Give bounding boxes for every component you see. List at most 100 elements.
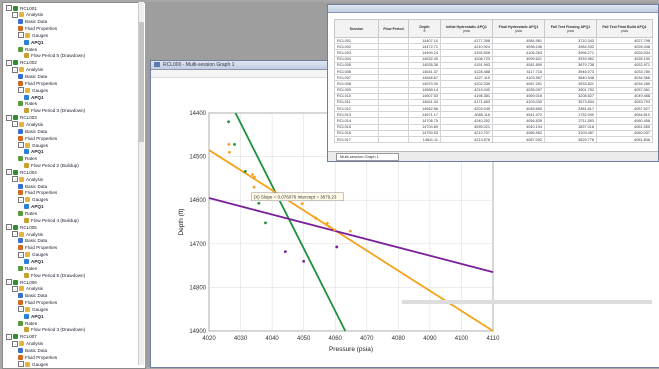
session-table[interactable]: Session Flow Period Depth ft Initial Hydrost… <box>334 19 653 144</box>
tree-item-folder[interactable]: - Analysis <box>12 66 43 73</box>
expander-icon[interactable]: - <box>12 231 18 238</box>
tree-item-data[interactable]: Basic Data <box>18 348 47 354</box>
column-header[interactable]: Final Hydrostatic APQ1 psia <box>492 19 545 38</box>
expander-icon[interactable]: - <box>18 32 24 39</box>
tree-item-folder[interactable]: - Analysis <box>12 285 43 292</box>
tree-item-folder[interactable]: - Analysis <box>12 121 43 128</box>
tree-item-gauge[interactable]: APQ1 <box>24 39 44 45</box>
tree-item-rates[interactable]: Rates <box>18 101 37 107</box>
tree-item-folder[interactable]: - Analysis <box>12 340 43 347</box>
table-cell[interactable]: RCL017 <box>334 135 379 144</box>
expander-icon[interactable]: - <box>12 121 18 128</box>
tree-item-well[interactable]: - RCL005 <box>6 224 37 231</box>
tree-item-gauge[interactable]: APQ1 <box>24 149 44 155</box>
expander-icon[interactable]: - <box>12 11 18 18</box>
table-window[interactable]: Session Flow Period Depth ft Initial Hydrost… <box>327 4 659 304</box>
column-header[interactable]: Depth ft <box>408 19 441 38</box>
tree-item-flow[interactable]: Flow Period 4 (Buildup) <box>24 217 79 223</box>
tree-item-rates[interactable]: Rates <box>18 46 37 52</box>
tree-item-data[interactable]: Basic Data <box>18 183 47 189</box>
folder-icon <box>19 121 24 127</box>
tree-item-well[interactable]: - RCL006 <box>6 279 37 285</box>
table-cell[interactable] <box>378 135 409 144</box>
expander-icon[interactable]: - <box>18 142 24 148</box>
tree-item-folder[interactable]: - Analysis <box>12 11 43 18</box>
tree-item-fluid[interactable]: Fluid Properties <box>18 135 57 141</box>
expander-icon[interactable]: - <box>6 59 12 66</box>
tree-item-rates[interactable]: Rates <box>18 211 37 217</box>
tree-scrollbar[interactable] <box>138 2 144 365</box>
expander-icon[interactable]: - <box>6 114 12 121</box>
tree-item-fluid[interactable]: Fluid Properties <box>18 300 57 306</box>
tree-item-flow[interactable]: Flow Period 3 (Drawdown) <box>24 327 85 333</box>
session-tree[interactable]: - RCL001- Analysis Basic Data Fluid Properti… <box>2 2 146 369</box>
column-header[interactable]: Initial Hydrostatic APQ1 psia <box>440 19 493 38</box>
tree-item-rates[interactable]: Rates <box>18 265 37 271</box>
column-header[interactable]: Fall Test Final Build APQ1 psia <box>596 19 653 38</box>
table-cell[interactable]: 4213.876 <box>440 135 493 144</box>
tree-item-folder[interactable]: - Analysis <box>12 231 43 238</box>
tree-item-fluid[interactable]: Fluid Properties <box>18 245 57 251</box>
expander-icon[interactable]: - <box>18 87 24 94</box>
expander-icon[interactable]: - <box>12 176 18 183</box>
expander-icon[interactable]: - <box>6 279 12 285</box>
table-hscrollbar[interactable] <box>402 300 652 304</box>
tree-item-well[interactable]: - RCL004 <box>6 169 37 176</box>
table-row[interactable]: RCL014 14706.75 4240.252 4056.839 2711.593 40… <box>334 117 653 125</box>
tree-item-folder[interactable]: - Gauges <box>18 306 48 313</box>
tab-multi-session-graph[interactable]: Multi-session Graph 1 <box>336 153 399 161</box>
expander-icon[interactable]: - <box>6 333 12 340</box>
tree-item-folder[interactable]: - Gauges <box>18 32 48 39</box>
tree-item-flow[interactable]: Flow Period 2 (Buildup) <box>24 163 79 169</box>
tree-item-data[interactable]: Basic Data <box>18 293 47 299</box>
tree-item-well[interactable]: - RCL007 <box>6 333 37 340</box>
tree-item-gauge[interactable]: APQ1 <box>24 258 44 264</box>
expander-icon[interactable]: - <box>12 285 18 292</box>
expander-icon[interactable]: - <box>6 169 12 176</box>
column-header[interactable]: Session <box>334 19 379 38</box>
expander-icon[interactable]: - <box>18 306 24 313</box>
tree-item-rates[interactable]: Rates <box>18 320 37 326</box>
expander-icon[interactable]: - <box>18 251 24 258</box>
tree-item-folder[interactable]: - Analysis <box>12 176 43 183</box>
column-header[interactable]: Flow Period <box>378 19 409 38</box>
tree-item-data[interactable]: Basic Data <box>18 19 47 25</box>
expander-icon[interactable]: - <box>6 5 12 11</box>
table-cell[interactable]: 3629.778 <box>544 135 597 144</box>
tree-item-folder[interactable]: - Gauges <box>18 196 48 203</box>
tree-item-folder[interactable]: - Gauges <box>18 142 48 148</box>
table-cell[interactable]: 4081.836 <box>596 135 653 144</box>
tree-item-folder[interactable]: - Gauges <box>18 251 48 258</box>
tree-item-fluid[interactable]: Fluid Properties <box>18 26 57 32</box>
expander-icon[interactable]: - <box>18 196 24 203</box>
expander-icon[interactable]: - <box>6 224 12 231</box>
tree-item-well[interactable]: - RCL002 <box>6 59 37 66</box>
tree-item-gauge[interactable]: APQ1 <box>24 313 44 319</box>
expander-icon[interactable]: - <box>12 66 18 73</box>
table-window-titlebar[interactable] <box>328 5 658 13</box>
rates-icon <box>18 320 23 326</box>
column-header[interactable]: Fall Test Flowing APQ1 psia <box>544 19 597 38</box>
table-row[interactable]: RCL017 14811.11 4213.876 4087.092 3629.778 40… <box>334 135 653 144</box>
table-cell[interactable]: 4087.092 <box>492 135 545 144</box>
expander-icon[interactable]: - <box>12 340 18 347</box>
tree-item-fluid[interactable]: Fluid Properties <box>18 354 57 360</box>
scroll-thumb[interactable] <box>139 22 144 142</box>
tree-item-gauge[interactable]: APQ1 <box>24 94 44 100</box>
expander-icon[interactable]: - <box>18 361 24 368</box>
tree-item-data[interactable]: Basic Data <box>18 238 47 244</box>
tree-item-rates[interactable]: Rates <box>18 156 37 162</box>
tree-item-data[interactable]: Basic Data <box>18 74 47 80</box>
tree-item-well[interactable]: - RCL003 <box>6 114 37 121</box>
tree-item-flow[interactable]: Flow Period 3 (Drawdown) <box>24 108 85 114</box>
tree-item-folder[interactable]: - Gauges <box>18 87 48 94</box>
tree-item-flow[interactable]: Flow Period 5 (Drawdown) <box>24 272 85 278</box>
tree-item-folder[interactable]: - Gauges <box>18 361 48 368</box>
tree-item-flow[interactable]: Flow Period 5 (Drawdown) <box>24 53 85 59</box>
tree-item-gauge[interactable]: APQ1 <box>24 204 44 210</box>
tree-item-data[interactable]: Basic Data <box>18 128 47 134</box>
tree-item-fluid[interactable]: Fluid Properties <box>18 80 57 86</box>
tree-item-fluid[interactable]: Fluid Properties <box>18 190 57 196</box>
table-cell[interactable]: 14811.11 <box>408 135 441 144</box>
tree-item-well[interactable]: - RCL001 <box>6 5 37 11</box>
